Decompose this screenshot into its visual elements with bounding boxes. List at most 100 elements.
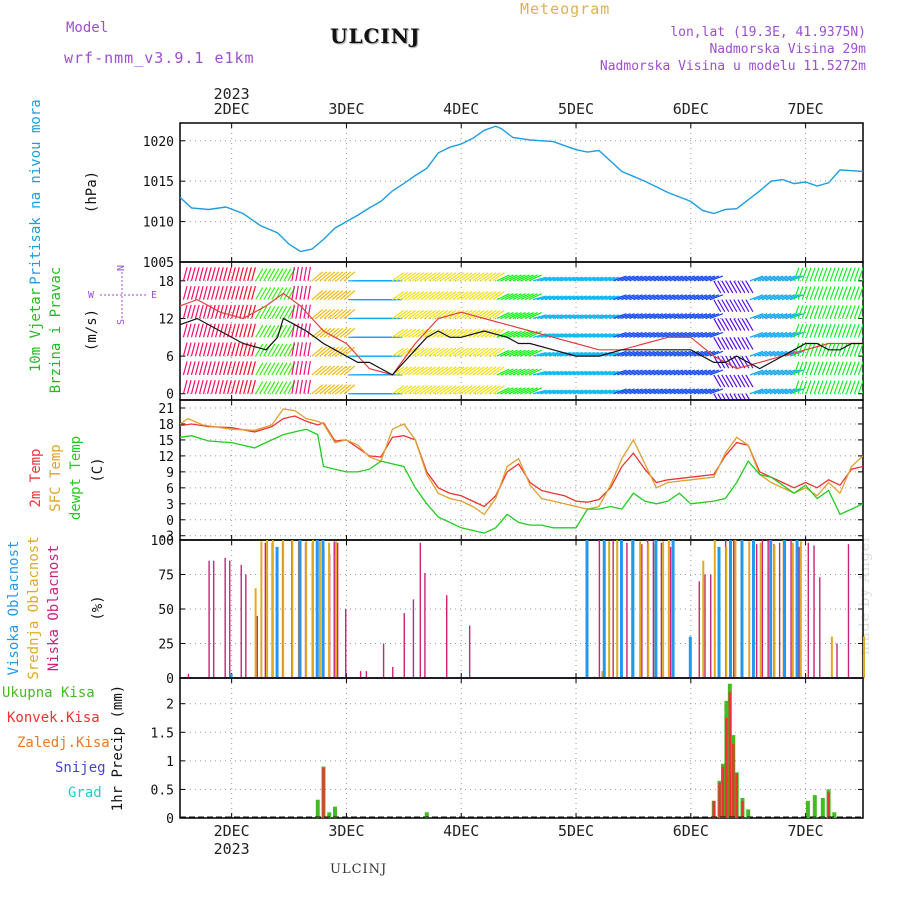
- wind-barb: [532, 333, 547, 338]
- wind-barb: [564, 276, 579, 282]
- wind-barb: [693, 275, 708, 282]
- wind-barb: [516, 368, 530, 376]
- ytick-label-clouds: 75: [158, 569, 174, 584]
- temp2m-side-label: 2m Temp: [28, 448, 44, 507]
- wind-barb: [689, 294, 704, 301]
- cloud_high-bar: [654, 540, 658, 678]
- wind-barb: [753, 350, 768, 357]
- wind-barb: [512, 330, 526, 338]
- wind-barb: [645, 388, 659, 395]
- top-day-label-5dec: 5DEC: [558, 100, 594, 118]
- wind-barb: [568, 276, 583, 282]
- cloud_mid-bar: [702, 560, 705, 678]
- ytick-label-temp: 12: [158, 450, 174, 465]
- wind-barb: [777, 331, 792, 338]
- wind-side-label-2: Brzina i Pravac: [48, 267, 64, 393]
- wind-barb: [621, 388, 635, 395]
- wind-barb: [243, 361, 248, 376]
- wind-barb: [793, 380, 800, 394]
- wind-barb: [709, 388, 724, 395]
- wind-barb: [186, 304, 192, 319]
- wind-barb: [404, 328, 417, 338]
- cloud_mid-bar: [759, 542, 762, 678]
- wind-barb: [633, 313, 647, 320]
- wind-barb: [705, 313, 720, 320]
- wind-barb: [190, 304, 196, 319]
- cloud_high-bar: [769, 540, 773, 678]
- wind-barb: [721, 280, 730, 294]
- cloud_mid-bar: [713, 540, 716, 678]
- wind-barb: [548, 351, 563, 357]
- precip_total-bar: [746, 809, 751, 818]
- wind-barb: [255, 343, 264, 357]
- wind-barb: [725, 280, 734, 294]
- wind-barb: [440, 347, 453, 357]
- wind-barb: [408, 291, 421, 301]
- panel-frame-wind: [179, 261, 864, 401]
- cloud_mid-bar: [282, 540, 285, 678]
- wind-barb: [198, 267, 204, 281]
- wind-barb: [661, 331, 675, 338]
- wind-barb: [215, 361, 220, 376]
- wind-barb: [621, 331, 635, 338]
- wind-barb: [206, 361, 212, 376]
- wind-barb: [729, 374, 738, 388]
- ytick-label-temp: 3: [166, 498, 174, 513]
- sfc-side-label: SFC Temp: [48, 444, 64, 511]
- cloud_low-bar: [392, 666, 394, 678]
- wind-barb: [219, 323, 224, 338]
- precip_conv-bar: [721, 766, 725, 818]
- wind-barb: [327, 384, 340, 395]
- wind-barb: [460, 366, 473, 376]
- wind-barb: [476, 366, 489, 376]
- wind-barb: [516, 387, 530, 395]
- wind-barb: [464, 291, 477, 301]
- wind-barb: [452, 385, 465, 395]
- wind-barb: [573, 276, 587, 282]
- cloud_low-bar: [761, 540, 764, 678]
- station-title: ULCINJ: [330, 24, 421, 48]
- wind-barb: [335, 365, 348, 376]
- wind-barb: [540, 276, 555, 282]
- wind-barb: [528, 311, 542, 319]
- wind-barb: [809, 323, 816, 338]
- wind-barb: [765, 331, 780, 338]
- wind-barb: [496, 368, 510, 376]
- wind-barb: [448, 385, 461, 395]
- wind-barb: [733, 374, 742, 388]
- wind-barb: [279, 306, 288, 319]
- wind-barb: [845, 361, 852, 376]
- wind-barb: [339, 365, 352, 376]
- wind-barb: [500, 349, 514, 357]
- wind-barb: [564, 314, 579, 320]
- wind-barb: [480, 272, 493, 282]
- wind-barb: [757, 275, 772, 282]
- top-day-label-3dec: 3DEC: [328, 100, 364, 118]
- dewpt-line: [180, 428, 863, 534]
- wind-barb: [597, 370, 611, 376]
- wind-barb: [765, 388, 780, 395]
- wind-barb: [793, 342, 800, 357]
- top-year-label: 2023: [214, 85, 250, 103]
- wind-barb: [653, 313, 667, 320]
- wind-barb: [239, 304, 244, 319]
- wind-barb: [653, 369, 667, 376]
- wind-barb: [239, 267, 244, 281]
- wind-barb: [577, 370, 591, 376]
- wind-barb: [295, 361, 299, 376]
- wind-barb: [436, 291, 449, 301]
- meteogram-label: Meteogram: [520, 0, 611, 18]
- ytick-label-wind: 18: [158, 275, 174, 290]
- wind-barb: [681, 388, 695, 395]
- wind-barb: [665, 388, 679, 395]
- wind-barb: [733, 299, 742, 313]
- wind-barb: [617, 313, 631, 320]
- wind-barb: [512, 293, 526, 301]
- wind-barb: [456, 385, 469, 395]
- wind-barb: [637, 313, 651, 320]
- wind-barb: [476, 291, 489, 301]
- wind-barb: [492, 385, 505, 395]
- wind-barb: [448, 272, 461, 282]
- wind-barb: [512, 274, 526, 282]
- cloud_high-bar: [688, 636, 692, 678]
